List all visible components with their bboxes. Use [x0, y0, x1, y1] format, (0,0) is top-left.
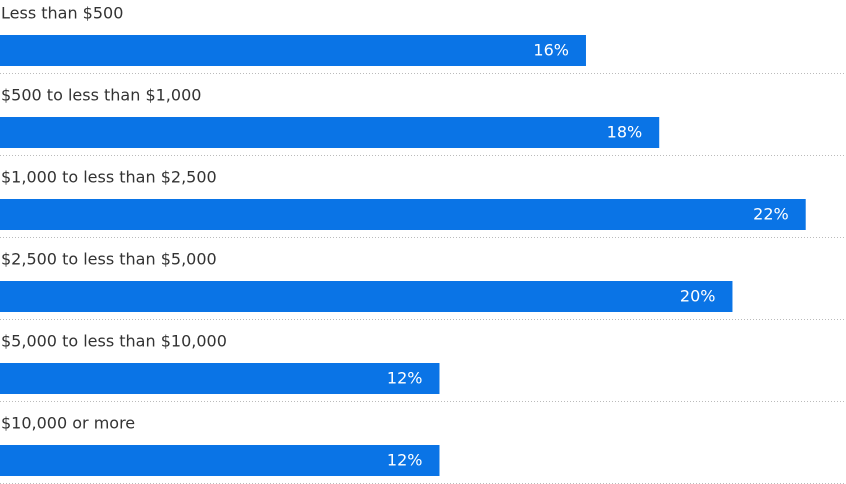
bar	[0, 35, 586, 66]
category-label: $1,000 to less than $2,500	[1, 168, 217, 187]
value-label: 16%	[533, 41, 569, 60]
category-label: $500 to less than $1,000	[1, 86, 201, 105]
value-label: 22%	[753, 205, 789, 224]
value-label: 18%	[607, 123, 643, 142]
category-label: $5,000 to less than $10,000	[1, 332, 227, 351]
category-label: $2,500 to less than $5,000	[1, 250, 217, 269]
bar	[0, 281, 733, 312]
category-label: $10,000 or more	[1, 414, 135, 433]
value-label: 12%	[387, 369, 423, 388]
bar	[0, 445, 440, 476]
value-label: 20%	[680, 287, 716, 306]
bar	[0, 117, 660, 148]
category-label: Less than $500	[1, 4, 123, 23]
value-label: 12%	[387, 451, 423, 470]
bar	[0, 199, 806, 230]
bar	[0, 363, 440, 394]
